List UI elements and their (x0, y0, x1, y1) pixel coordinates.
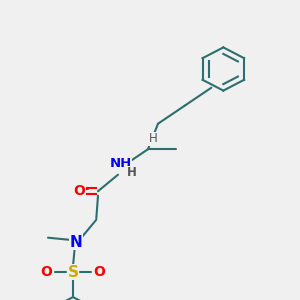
Text: O: O (40, 265, 52, 279)
Text: N: N (70, 235, 83, 250)
Text: H: H (127, 166, 137, 179)
Text: S: S (68, 265, 79, 280)
Text: NH: NH (110, 157, 132, 170)
Text: O: O (74, 184, 85, 198)
Text: O: O (94, 265, 106, 279)
Text: H: H (148, 132, 158, 145)
